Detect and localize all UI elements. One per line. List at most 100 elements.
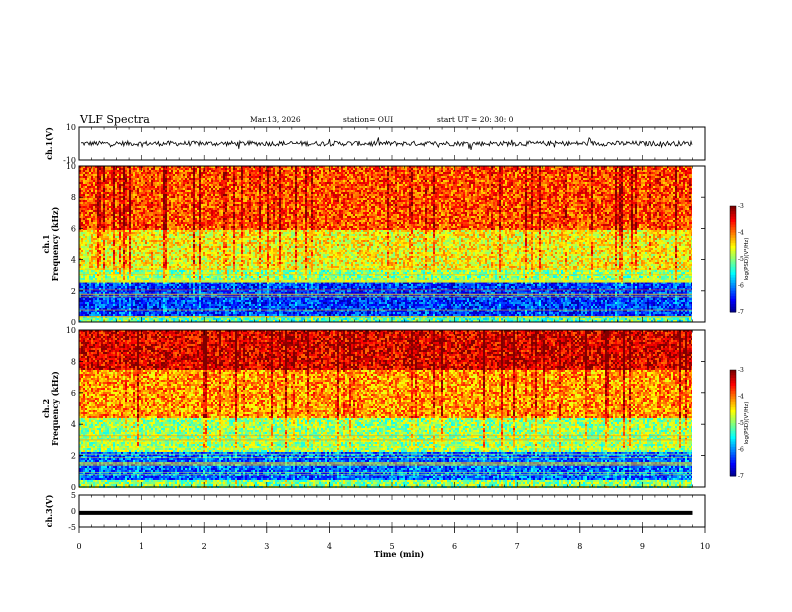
spectrogram-cell bbox=[179, 178, 181, 180]
spectrogram-cell bbox=[401, 176, 403, 178]
spectrogram-cell bbox=[621, 172, 623, 174]
spectrogram-cell bbox=[233, 172, 235, 174]
spectrogram-cell bbox=[611, 168, 613, 170]
spectrogram-cell bbox=[601, 172, 603, 174]
spectrogram-cell bbox=[679, 176, 681, 178]
spectrogram-cell bbox=[461, 168, 463, 170]
spectrogram-cell bbox=[271, 168, 273, 170]
spectrogram-cell bbox=[339, 176, 341, 178]
spectrogram-cell bbox=[171, 176, 173, 178]
spectrogram-cell bbox=[455, 172, 457, 174]
spectrogram-cell bbox=[229, 174, 231, 176]
spectrogram-cell bbox=[497, 176, 499, 178]
spectrogram-cell bbox=[397, 170, 399, 172]
spectrogram-cell bbox=[191, 172, 193, 174]
spectrogram-cell bbox=[505, 168, 507, 170]
spectrogram-cell bbox=[673, 172, 675, 174]
spectrogram-cell bbox=[627, 170, 629, 172]
spectrogram-cell bbox=[273, 170, 275, 172]
spectrogram-cell bbox=[333, 168, 335, 170]
spectrogram-cell bbox=[145, 170, 147, 172]
spectrogram-cell bbox=[135, 178, 137, 180]
spectrogram-cell bbox=[631, 178, 633, 180]
spectrogram-cell bbox=[665, 176, 667, 178]
spectrogram-cell bbox=[119, 176, 121, 178]
spectrogram-cell bbox=[629, 176, 631, 178]
spectrogram-cell bbox=[469, 174, 471, 176]
spectrogram-cell bbox=[363, 178, 365, 180]
spectrogram-cell bbox=[569, 178, 571, 180]
spectrogram-cell bbox=[277, 176, 279, 178]
spectrogram-cell bbox=[431, 168, 433, 170]
spectrogram-cell bbox=[531, 174, 533, 176]
spectrogram-cell bbox=[371, 170, 373, 172]
spectrogram-cell bbox=[621, 170, 623, 172]
spectrogram-cell bbox=[225, 168, 227, 170]
spectrogram-cell bbox=[245, 178, 247, 180]
spectrogram-cell bbox=[535, 172, 537, 174]
spectrogram-cell bbox=[305, 174, 307, 176]
spectrogram-cell bbox=[457, 178, 459, 180]
spectrogram-cell bbox=[599, 174, 601, 176]
spectrogram-cell bbox=[167, 172, 169, 174]
spectrogram-cell bbox=[459, 168, 461, 170]
spectrogram-cell bbox=[283, 174, 285, 176]
spectrogram-cell bbox=[489, 170, 491, 172]
spectrogram-cell bbox=[85, 172, 87, 174]
spectrogram-cell bbox=[185, 172, 187, 174]
spectrogram-cell bbox=[105, 176, 107, 178]
spectrogram-cell bbox=[305, 170, 307, 172]
spectrogram-cell bbox=[155, 172, 157, 174]
spectrogram-cell bbox=[255, 168, 257, 170]
spectrogram-cell bbox=[481, 170, 483, 172]
spectrogram-cell bbox=[115, 172, 117, 174]
spectrogram-cell bbox=[499, 178, 501, 180]
spectrogram-cell bbox=[637, 168, 639, 170]
spectrogram-cell bbox=[269, 172, 271, 174]
spectrogram-cell bbox=[425, 174, 427, 176]
spectrogram-cell bbox=[311, 174, 313, 176]
spectrogram-cell bbox=[571, 172, 573, 174]
spectrogram-cell bbox=[237, 172, 239, 174]
spectrogram-cell bbox=[183, 172, 185, 174]
spectrogram-cell bbox=[265, 176, 267, 178]
spectrogram-cell bbox=[315, 170, 317, 172]
spectrogram-cell bbox=[653, 174, 655, 176]
spectrogram-cell bbox=[205, 174, 207, 176]
spectrogram-cell bbox=[121, 172, 123, 174]
spectrogram-cell bbox=[333, 172, 335, 174]
spectrogram-cell bbox=[503, 170, 505, 172]
spectrogram-cell bbox=[233, 168, 235, 170]
spectrogram-cell bbox=[197, 168, 199, 170]
spectrogram-cell bbox=[219, 170, 221, 172]
spectrogram-cell bbox=[313, 176, 315, 178]
spectrogram-cell bbox=[345, 174, 347, 176]
spectrogram-cell bbox=[539, 170, 541, 172]
spectrogram-cell bbox=[471, 168, 473, 170]
spectrogram-cell bbox=[349, 168, 351, 170]
spectrogram-cell bbox=[565, 168, 567, 170]
spectrogram-cell bbox=[251, 176, 253, 178]
spectrogram-cell bbox=[353, 172, 355, 174]
spectrogram-cell bbox=[527, 172, 529, 174]
spectrogram-cell bbox=[203, 174, 205, 176]
spectrogram-cell bbox=[455, 168, 457, 170]
spectrogram-cell bbox=[117, 176, 119, 178]
spectrogram-cell bbox=[485, 176, 487, 178]
spectrogram-cell bbox=[209, 178, 211, 180]
spectrogram-cell bbox=[677, 168, 679, 170]
spectrogram-cell bbox=[643, 170, 645, 172]
spectrogram-cell bbox=[647, 174, 649, 176]
spectrogram-cell bbox=[107, 174, 109, 176]
spectrogram-cell bbox=[479, 168, 481, 170]
spectrogram-cell bbox=[329, 174, 331, 176]
spectrogram-cell bbox=[195, 174, 197, 176]
spectrogram-cell bbox=[107, 172, 109, 174]
spectrogram-cell bbox=[101, 168, 103, 170]
spectrogram-cell bbox=[111, 172, 113, 174]
spectrogram-cell bbox=[275, 178, 277, 180]
spectrogram-cell bbox=[397, 178, 399, 180]
spectrogram-cell bbox=[175, 180, 177, 182]
spectrogram-cell bbox=[111, 168, 113, 170]
spectrogram-cell bbox=[347, 174, 349, 176]
